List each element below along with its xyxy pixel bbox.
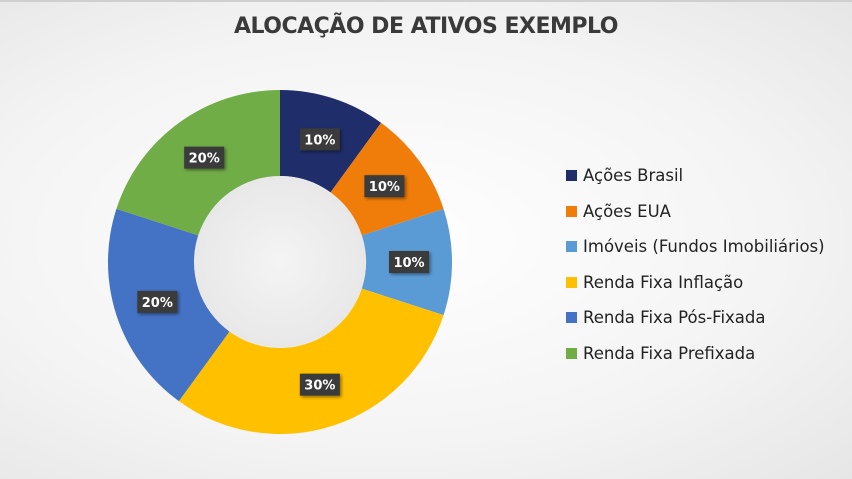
top-border: [0, 0, 852, 2]
slice-data-label: 20%: [184, 146, 225, 169]
legend-swatch: [566, 347, 577, 359]
legend-item: Renda Fixa Inflação: [566, 265, 825, 301]
legend-swatch: [566, 205, 577, 217]
legend-swatch: [566, 170, 577, 182]
chart-legend: Ações Brasil Ações EUA Imóveis (Fundos Imo…: [566, 158, 825, 371]
legend-label: Ações EUA: [583, 201, 671, 221]
legend-item: Ações Brasil: [566, 158, 825, 194]
legend-label: Ações Brasil: [583, 166, 684, 186]
slice-data-label: 30%: [299, 373, 340, 396]
svg-text:10%: 10%: [304, 133, 335, 148]
legend-item: Ações EUA: [566, 194, 825, 230]
legend-swatch: [566, 241, 577, 253]
chart-title: ALOCAÇÃO DE ATIVOS EXEMPLO: [234, 14, 618, 39]
legend-item: Renda Fixa Pós-Fixada: [566, 300, 825, 336]
donut-hole: [194, 176, 366, 348]
legend-label: Renda Fixa Pós-Fixada: [583, 308, 766, 328]
legend-label: Renda Fixa Prefixada: [583, 343, 756, 363]
legend-label: Imóveis (Fundos Imobiliários): [583, 237, 825, 257]
legend-swatch: [566, 276, 577, 288]
donut-slice: [178, 288, 444, 434]
legend-item: Imóveis (Fundos Imobiliários): [566, 229, 825, 265]
legend-swatch: [566, 312, 577, 324]
svg-text:30%: 30%: [304, 379, 335, 394]
slice-data-label: 20%: [137, 290, 178, 313]
slice-data-label: 10%: [389, 251, 429, 273]
svg-text:10%: 10%: [369, 180, 400, 195]
svg-text:20%: 20%: [142, 296, 173, 311]
legend-item: Renda Fixa Prefixada: [566, 336, 825, 372]
slice-data-label: 10%: [364, 175, 405, 198]
svg-text:20%: 20%: [189, 152, 220, 167]
legend-label: Renda Fixa Inflação: [583, 272, 744, 292]
slice-data-label: 10%: [299, 128, 340, 151]
svg-text:10%: 10%: [393, 256, 424, 271]
